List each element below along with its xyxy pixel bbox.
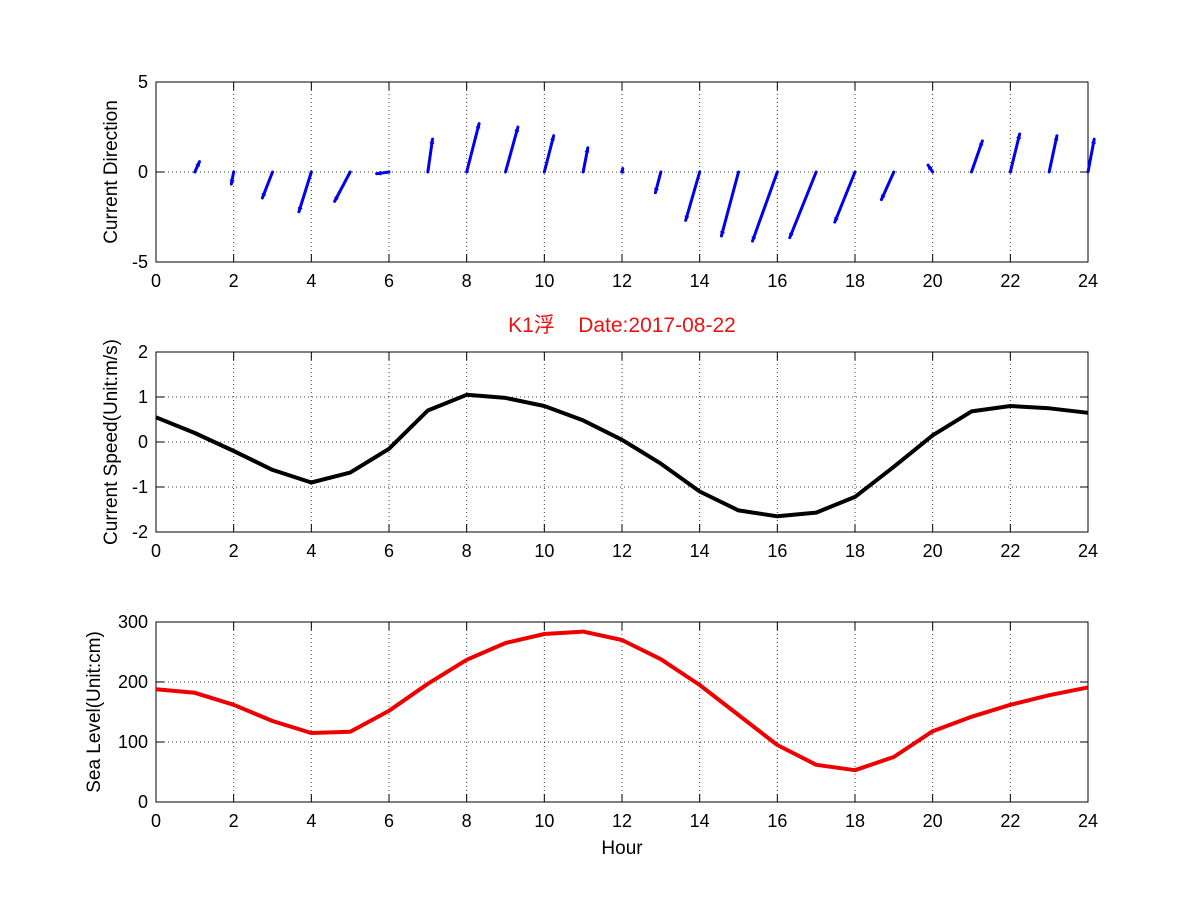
direction-arrow bbox=[1047, 134, 1059, 174]
direction-arrow bbox=[879, 170, 896, 202]
sea-level-line bbox=[155, 629, 1089, 773]
x-tick-label: 18 bbox=[845, 541, 865, 561]
y-tick-label: 1 bbox=[138, 387, 148, 407]
x-tick-label: 10 bbox=[534, 541, 554, 561]
direction-arrow bbox=[504, 125, 520, 174]
current-speed-panel: K1浮 Date:2017-08-22 0 2 4 6 8 10 12 14 16 18 20 22 2… bbox=[101, 314, 1098, 561]
y-tick-label: 0 bbox=[138, 432, 148, 452]
x-tick-label: 12 bbox=[612, 811, 632, 831]
current-speed-marks bbox=[155, 392, 1089, 519]
direction-arrow bbox=[653, 170, 663, 195]
x-tick-label: 8 bbox=[462, 541, 472, 561]
x-tick-label: 24 bbox=[1078, 811, 1098, 831]
x-tick-label: 0 bbox=[151, 271, 161, 291]
x-tick-label: 22 bbox=[1000, 811, 1020, 831]
current-direction-y-axis-label: Current Direction bbox=[101, 100, 122, 244]
x-tick-label: 2 bbox=[229, 271, 239, 291]
x-tick-label: 4 bbox=[306, 541, 316, 561]
x-tick-label: 6 bbox=[384, 541, 394, 561]
x-tick-label: 22 bbox=[1000, 541, 1020, 561]
x-tick-label: 2 bbox=[229, 811, 239, 831]
y-tick-label: -5 bbox=[132, 252, 148, 272]
x-tick-label: 20 bbox=[923, 811, 943, 831]
direction-arrow bbox=[1008, 132, 1022, 174]
x-tick-label: 12 bbox=[612, 541, 632, 561]
x-tick-label: 2 bbox=[229, 541, 239, 561]
x-tick-label: 6 bbox=[384, 811, 394, 831]
x-tick-label: 0 bbox=[151, 811, 161, 831]
y-tick-label: -1 bbox=[132, 477, 148, 497]
direction-arrow bbox=[788, 170, 818, 240]
x-tick-label: 12 bbox=[612, 271, 632, 291]
sea-level-grid bbox=[156, 622, 1088, 802]
direction-arrow bbox=[581, 146, 590, 174]
direction-arrow bbox=[193, 160, 201, 174]
direction-arrow bbox=[833, 170, 857, 224]
current-direction-ticks: 0 2 4 6 8 10 12 14 16 18 20 22 24-505 bbox=[132, 72, 1098, 291]
x-tick-label: 16 bbox=[767, 541, 787, 561]
x-tick-label: 16 bbox=[767, 271, 787, 291]
sea-level-x-axis-label: Hour bbox=[601, 838, 643, 859]
direction-arrow bbox=[926, 163, 935, 174]
y-tick-label: 200 bbox=[118, 672, 148, 692]
x-tick-label: 8 bbox=[462, 271, 472, 291]
y-tick-label: 100 bbox=[118, 732, 148, 752]
direction-arrow bbox=[684, 170, 702, 222]
sea-level-marks bbox=[155, 629, 1089, 773]
x-tick-label: 6 bbox=[384, 271, 394, 291]
x-tick-label: 20 bbox=[923, 541, 943, 561]
x-tick-label: 14 bbox=[690, 541, 710, 561]
current-direction-panel: 0 2 4 6 8 10 12 14 16 18 20 22 24-505 Current Direct… bbox=[101, 72, 1098, 291]
x-tick-label: 20 bbox=[923, 271, 943, 291]
direction-arrow bbox=[1086, 137, 1096, 174]
direction-arrow bbox=[542, 134, 556, 174]
direction-arrow bbox=[465, 122, 481, 174]
y-tick-label: 0 bbox=[138, 162, 148, 182]
current-speed-line bbox=[155, 392, 1089, 519]
x-tick-label: 4 bbox=[306, 271, 316, 291]
direction-arrow bbox=[750, 170, 779, 243]
x-tick-label: 24 bbox=[1078, 271, 1098, 291]
x-tick-label: 14 bbox=[690, 811, 710, 831]
direction-arrow bbox=[619, 167, 625, 174]
x-tick-label: 18 bbox=[845, 271, 865, 291]
chart-title: K1浮 Date:2017-08-22 bbox=[508, 314, 736, 337]
direction-arrow bbox=[375, 170, 391, 176]
sea-level-y-axis-label: Sea Level(Unit:cm) bbox=[84, 631, 105, 793]
y-tick-label: 5 bbox=[138, 72, 148, 92]
y-tick-label: 300 bbox=[118, 612, 148, 632]
direction-arrow bbox=[970, 139, 984, 174]
x-tick-label: 18 bbox=[845, 811, 865, 831]
y-tick-label: -2 bbox=[132, 522, 148, 542]
x-tick-label: 10 bbox=[534, 271, 554, 291]
x-tick-label: 16 bbox=[767, 811, 787, 831]
direction-arrow bbox=[333, 170, 352, 203]
y-tick-label: 2 bbox=[138, 342, 148, 362]
direction-arrow bbox=[719, 170, 740, 238]
direction-arrow bbox=[297, 170, 313, 214]
current-speed-y-axis-label: Current Speed(Unit:m/s) bbox=[101, 339, 122, 545]
x-tick-label: 22 bbox=[1000, 271, 1020, 291]
x-tick-label: 4 bbox=[306, 811, 316, 831]
direction-arrow bbox=[260, 170, 274, 200]
direction-arrow bbox=[426, 137, 435, 174]
x-tick-label: 24 bbox=[1078, 541, 1098, 561]
x-tick-label: 8 bbox=[462, 811, 472, 831]
x-tick-label: 14 bbox=[690, 271, 710, 291]
current-speed-grid bbox=[156, 352, 1088, 532]
x-tick-label: 10 bbox=[534, 811, 554, 831]
current-direction-arrows bbox=[193, 122, 1096, 243]
y-tick-label: 0 bbox=[138, 792, 148, 812]
x-tick-label: 0 bbox=[151, 541, 161, 561]
direction-arrow bbox=[229, 170, 236, 186]
